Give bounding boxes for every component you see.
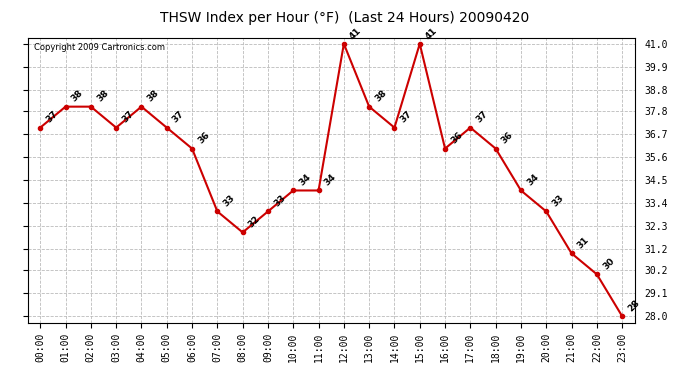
Text: 36: 36 bbox=[500, 130, 515, 146]
Text: 36: 36 bbox=[196, 130, 211, 146]
Text: 38: 38 bbox=[70, 88, 85, 104]
Text: 38: 38 bbox=[146, 88, 161, 104]
Text: 41: 41 bbox=[348, 26, 364, 41]
Text: 38: 38 bbox=[95, 88, 110, 104]
Text: 37: 37 bbox=[171, 110, 186, 125]
Text: 28: 28 bbox=[627, 298, 642, 314]
Text: THSW Index per Hour (°F)  (Last 24 Hours) 20090420: THSW Index per Hour (°F) (Last 24 Hours)… bbox=[160, 11, 530, 25]
Text: 30: 30 bbox=[601, 256, 616, 272]
Text: 34: 34 bbox=[525, 172, 540, 188]
Text: 36: 36 bbox=[449, 130, 464, 146]
Text: 34: 34 bbox=[297, 172, 313, 188]
Text: 32: 32 bbox=[247, 214, 262, 230]
Text: 31: 31 bbox=[575, 236, 591, 250]
Text: 37: 37 bbox=[399, 110, 414, 125]
Text: Copyright 2009 Cartronics.com: Copyright 2009 Cartronics.com bbox=[34, 43, 165, 52]
Text: 33: 33 bbox=[551, 194, 566, 208]
Text: 38: 38 bbox=[373, 88, 388, 104]
Text: 33: 33 bbox=[272, 194, 287, 208]
Text: 37: 37 bbox=[475, 110, 490, 125]
Text: 37: 37 bbox=[120, 110, 136, 125]
Text: 34: 34 bbox=[323, 172, 338, 188]
Text: 33: 33 bbox=[221, 194, 237, 208]
Text: 41: 41 bbox=[424, 26, 440, 41]
Text: 37: 37 bbox=[44, 110, 60, 125]
